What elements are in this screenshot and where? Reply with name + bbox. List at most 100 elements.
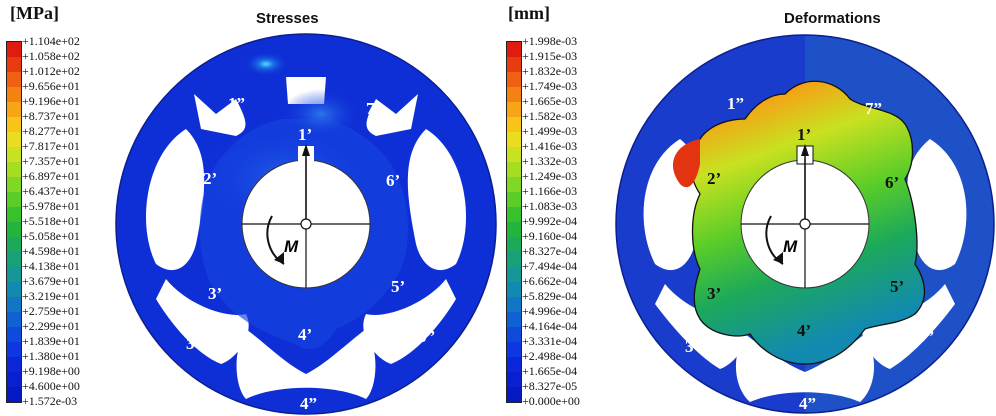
legend-swatch	[507, 387, 521, 402]
legend-tick-label: +9.196e+01	[22, 94, 80, 108]
legend-tick-label: +1.998e-03	[522, 34, 578, 48]
legend-tick-label: +5.829e-04	[522, 289, 578, 303]
deformation-panel: [mm] Deformations +1.998e-03 +1.915e-03 +1…	[498, 0, 996, 416]
legend-swatch	[507, 132, 521, 147]
legend-swatch	[7, 387, 21, 402]
stress-contour-plot: M 1” 1’ 7” 2’ 6’ 2” 6” 5’ 3’ 4’ 3” 5” 4”	[115, 33, 497, 415]
legend-swatch	[507, 267, 521, 282]
d-label-4-outer: 4”	[799, 394, 816, 413]
legend-swatch	[507, 42, 521, 57]
legend-tick-label: +3.679e+01	[22, 274, 80, 288]
legend-swatch	[7, 237, 21, 252]
label-3-outer: 3”	[186, 334, 203, 353]
legend-tick-label: +1.058e+02	[22, 49, 80, 63]
label-1-inner: 1’	[298, 125, 312, 144]
legend-tick-label: +1.665e-03	[522, 94, 578, 108]
legend-tick-label: +5.058e+01	[22, 229, 80, 243]
deformation-moment-label: M	[783, 237, 798, 256]
legend-tick-label: +2.498e-04	[522, 349, 578, 363]
legend-tick-label: +1.416e-03	[522, 139, 578, 153]
stress-center-point	[300, 218, 312, 230]
legend-swatch	[7, 72, 21, 87]
deformation-title: Deformations	[784, 10, 881, 27]
d-label-6-inner: 6’	[885, 173, 899, 192]
legend-swatch	[507, 222, 521, 237]
legend-swatch	[7, 177, 21, 192]
legend-swatch	[7, 252, 21, 267]
deformation-legend-colorbar	[506, 41, 522, 403]
legend-tick-label: +9.198e+00	[22, 364, 80, 378]
legend-swatch	[7, 207, 21, 222]
stress-unit: [MPa]	[10, 3, 59, 23]
d-label-5-outer: 5”	[917, 327, 934, 346]
legend-tick-label: +1.249e-03	[522, 169, 578, 183]
legend-swatch	[7, 117, 21, 132]
label-5-inner: 5’	[391, 277, 405, 296]
d-label-2-inner: 2’	[707, 169, 721, 188]
legend-swatch	[507, 102, 521, 117]
legend-tick-label: +1.012e+02	[22, 64, 80, 78]
stress-legend-labels: +1.104e+02 +1.058e+02 +1.012e+02 +9.656e+01…	[22, 35, 80, 410]
legend-tick-label: +3.219e+01	[22, 289, 80, 303]
label-4-outer: 4”	[300, 394, 317, 413]
legend-swatch	[7, 342, 21, 357]
legend-swatch	[507, 147, 521, 162]
legend-swatch	[7, 312, 21, 327]
legend-tick-label: +2.759e+01	[22, 304, 80, 318]
legend-tick-label: +2.299e+01	[22, 319, 80, 333]
legend-swatch	[507, 327, 521, 342]
legend-swatch	[7, 327, 21, 342]
legend-swatch	[7, 297, 21, 312]
legend-tick-label: +1.332e-03	[522, 154, 578, 168]
legend-swatch	[7, 162, 21, 177]
legend-swatch	[7, 42, 21, 57]
legend-tick-label: +4.600e+00	[22, 379, 80, 393]
legend-tick-label: +4.598e+01	[22, 244, 80, 258]
legend-swatch	[507, 177, 521, 192]
legend-tick-label: +9.992e-04	[522, 214, 578, 228]
legend-swatch	[507, 207, 521, 222]
legend-swatch	[507, 87, 521, 102]
legend-tick-label: +1.166e-03	[522, 184, 578, 198]
legend-swatch	[507, 192, 521, 207]
legend-tick-label: +7.817e+01	[22, 139, 80, 153]
legend-swatch	[7, 357, 21, 372]
legend-tick-label: +6.897e+01	[22, 169, 80, 183]
d-label-1-outer: 1”	[727, 94, 744, 113]
legend-tick-label: +0.000e+00	[522, 394, 580, 408]
legend-swatch	[507, 162, 521, 177]
legend-tick-label: +5.518e+01	[22, 214, 80, 228]
legend-tick-label: +1.380e+01	[22, 349, 80, 363]
legend-tick-label: +9.160e-04	[522, 229, 578, 243]
stress-moment-label: M	[284, 237, 299, 256]
label-1-outer: 1”	[228, 94, 245, 113]
label-3-inner: 3’	[208, 284, 222, 303]
stress-legend-colorbar	[6, 41, 22, 403]
legend-swatch	[7, 372, 21, 387]
stress-panel: [MPa] Stresses +1.104e+02 +1.058e+02 +1.01…	[6, 3, 497, 415]
stress-pump-body: M 1” 1’ 7” 2’ 6’ 2” 6” 5’ 3’ 4’ 3” 5” 4”	[115, 33, 497, 415]
legend-tick-label: +3.331e-04	[522, 334, 578, 348]
legend-tick-label: +1.839e+01	[22, 334, 80, 348]
legend-swatch	[7, 147, 21, 162]
legend-swatch	[507, 357, 521, 372]
legend-tick-label: +8.737e+01	[22, 109, 80, 123]
legend-tick-label: +1.665e-04	[522, 364, 578, 378]
legend-tick-label: +4.138e+01	[22, 259, 80, 273]
deformation-unit: [mm]	[508, 3, 550, 23]
legend-swatch	[7, 57, 21, 72]
d-label-3-outer: 3”	[685, 337, 702, 356]
legend-tick-label: +7.494e-04	[522, 259, 578, 273]
label-2-outer: 2”	[146, 207, 163, 226]
stress-title: Stresses	[256, 10, 319, 27]
legend-swatch	[507, 342, 521, 357]
label-6-inner: 6’	[386, 171, 400, 190]
legend-tick-label: +1.104e+02	[22, 34, 80, 48]
d-label-4-inner: 4’	[797, 321, 811, 340]
legend-swatch	[7, 132, 21, 147]
legend-tick-label: +8.327e-05	[522, 379, 578, 393]
stress-hotspot-top	[244, 52, 288, 76]
deformation-center-point	[799, 218, 811, 230]
legend-tick-label: +1.572e-03	[22, 394, 78, 408]
deformation-pump-body: M 1” 1’ 7” 2’ 6’ 2” 6” 5’ 3’ 4’ 3” 5” 4”	[615, 34, 995, 414]
